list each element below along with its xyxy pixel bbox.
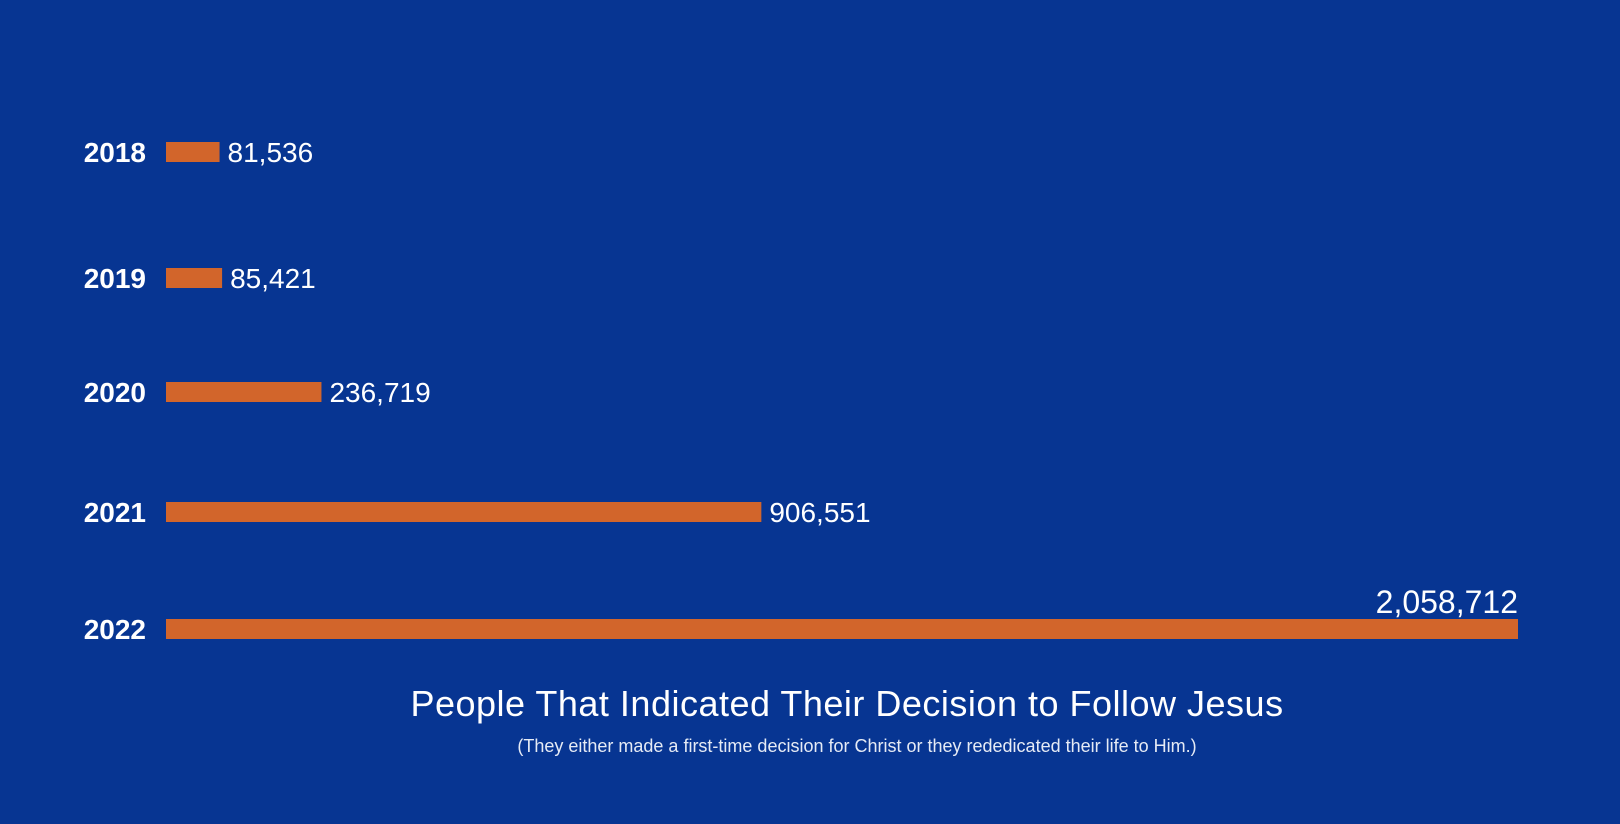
value-label-2020: 236,719 bbox=[329, 377, 430, 408]
value-label-2021: 906,551 bbox=[769, 497, 870, 528]
value-label-2018: 81,536 bbox=[228, 137, 314, 168]
bar-2019 bbox=[166, 268, 223, 288]
bar-2022 bbox=[166, 619, 1518, 639]
year-label-2019: 2019 bbox=[84, 263, 146, 294]
bar-2018 bbox=[166, 142, 220, 162]
bar-2020 bbox=[166, 382, 322, 402]
value-label-2022: 2,058,712 bbox=[1376, 584, 1518, 620]
chart-subtitle: (They either made a first-time decision … bbox=[517, 736, 1197, 756]
bar-2021 bbox=[166, 502, 762, 522]
chart-title: People That Indicated Their Decision to … bbox=[410, 683, 1284, 724]
year-label-2020: 2020 bbox=[84, 377, 146, 408]
year-label-2021: 2021 bbox=[84, 497, 146, 528]
year-label-2022: 2022 bbox=[84, 614, 146, 645]
year-label-2018: 2018 bbox=[84, 137, 146, 168]
value-label-2019: 85,421 bbox=[230, 263, 316, 294]
